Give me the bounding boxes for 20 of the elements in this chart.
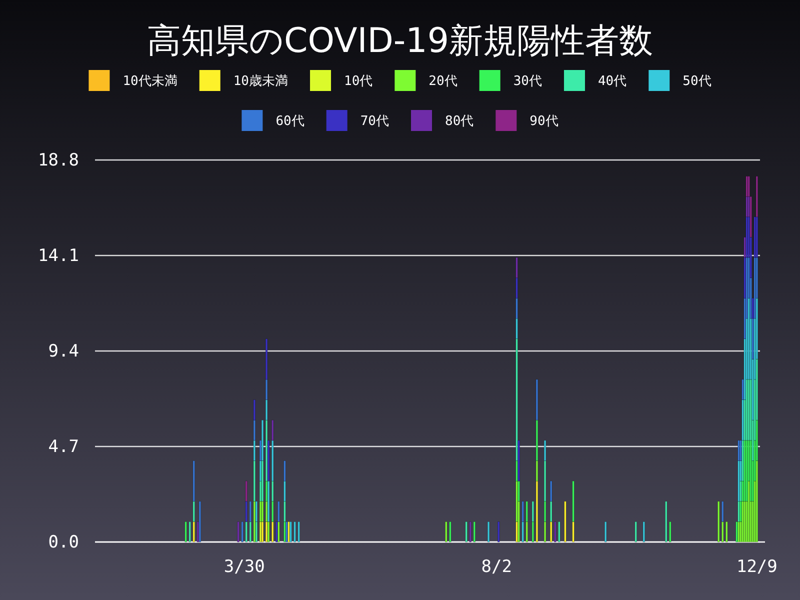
legend-label: 80代 — [445, 114, 474, 129]
legend-label: 70代 — [360, 114, 389, 129]
legend-label: 40代 — [598, 74, 627, 89]
legend-label: 10代未満 — [122, 74, 178, 89]
legend-label: 10歳未満 — [233, 74, 288, 89]
x-tick-label: 3/30 — [224, 557, 265, 578]
x-tick-label: 8/2 — [481, 557, 512, 578]
legend-label: 60代 — [276, 114, 304, 129]
y-tick-label: 4.7 — [48, 436, 79, 457]
chart-title: 高知県のCOVID-19新規陽性者数 — [147, 21, 653, 61]
y-tick-label: 14.1 — [38, 246, 79, 266]
legend-label: 20代 — [428, 74, 458, 89]
legend-label: 30代 — [513, 74, 542, 89]
y-tick-label: 0.0 — [48, 532, 79, 552]
x-tick-label: 12/9 — [736, 557, 778, 578]
y-tick-label: 9.4 — [48, 341, 79, 362]
y-tick-label: 18.8 — [38, 150, 79, 170]
legend-label: 90代 — [530, 114, 558, 129]
legend-label: 50代 — [682, 74, 712, 89]
legend-label: 10代 — [344, 74, 373, 89]
